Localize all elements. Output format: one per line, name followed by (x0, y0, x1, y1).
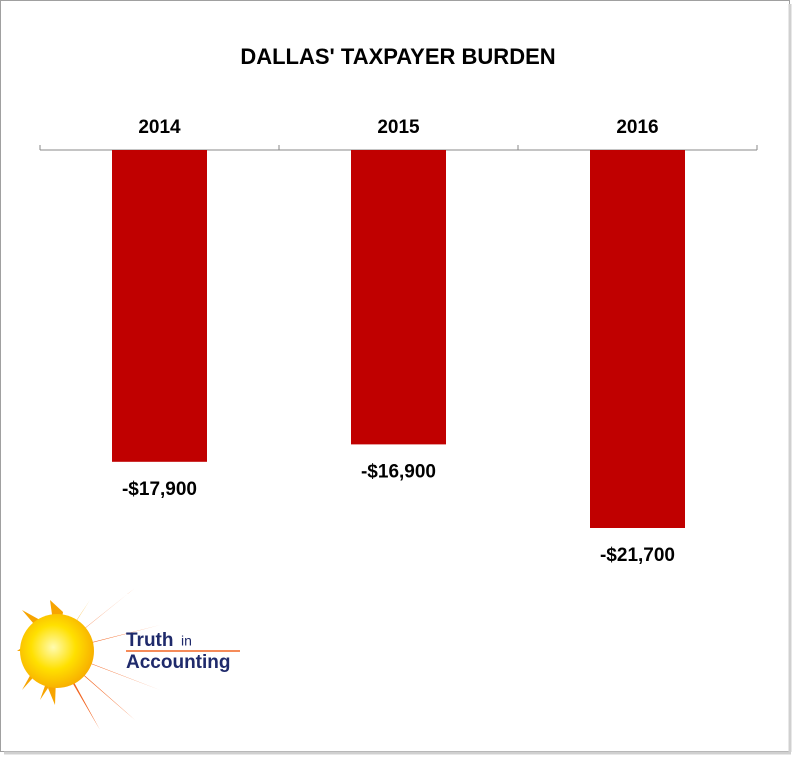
value-label: -$21,700 (600, 545, 675, 566)
x-tick-label: 2014 (138, 117, 181, 138)
logo: Truth in Accounting (17, 588, 240, 730)
bar (112, 150, 207, 462)
logo-text: Truth (126, 630, 174, 651)
logo-text: in (181, 633, 192, 649)
x-tick-label: 2015 (377, 117, 420, 138)
chart-title: DALLAS' TAXPAYER BURDEN (240, 44, 555, 69)
value-label: -$16,900 (361, 461, 436, 482)
logo-text: Accounting (126, 652, 231, 673)
bar (590, 150, 685, 528)
x-tick-label: 2016 (616, 117, 658, 138)
value-label: -$17,900 (122, 479, 197, 500)
bar (351, 150, 446, 445)
